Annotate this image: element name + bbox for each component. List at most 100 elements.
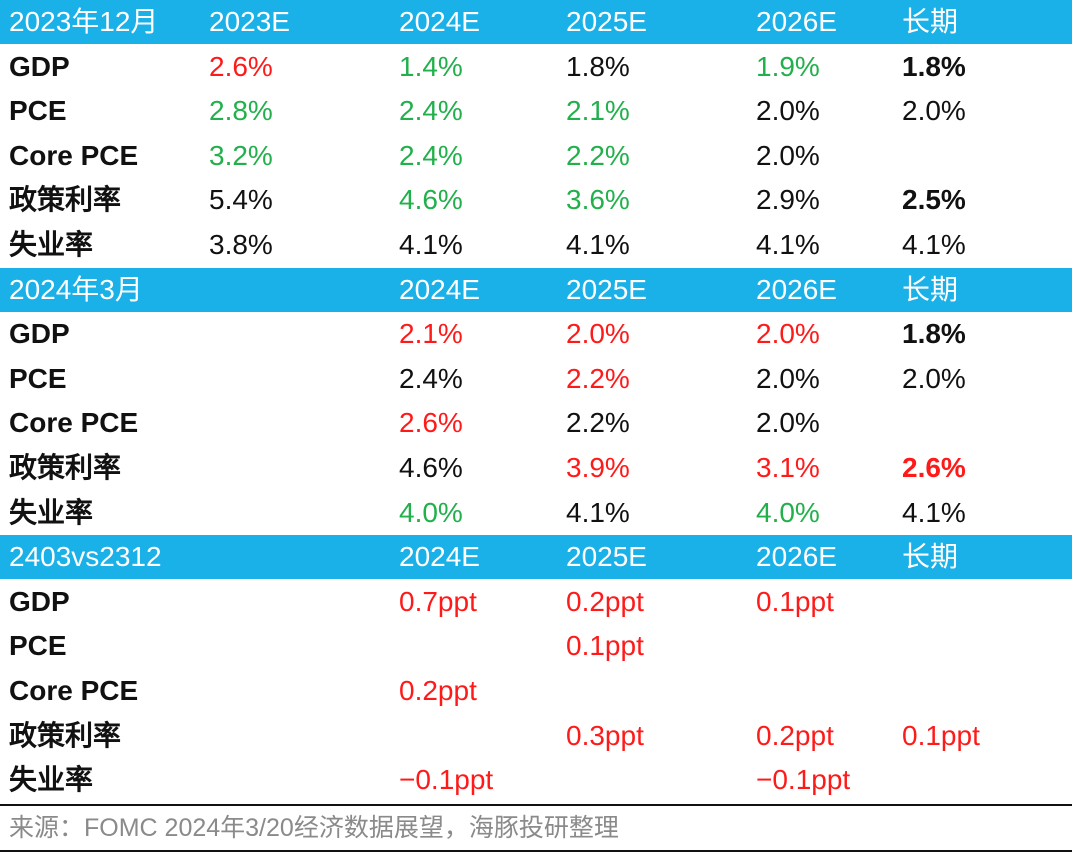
table-row: 政策利率 0.3ppt 0.2ppt 0.1ppt [0,714,1072,758]
section-header-1: 2024年3月 2024E 2025E 2026E 长期 [0,268,1072,312]
value-cell: 2.2% [566,140,630,171]
source-bottom-rule [0,850,1072,852]
value-cell: 0.7ppt [399,586,477,617]
value-cell: 2.0% [756,95,820,126]
value-cell: 2.6% [399,407,463,438]
value-cell: 2.0% [902,363,966,394]
section-title: 2403vs2312 [9,541,162,572]
value-cell: 2.2% [566,407,630,438]
value-cell: 1.4% [399,51,463,82]
value-cell: 4.1% [902,229,966,260]
table-row: GDP 0.7ppt 0.2ppt 0.1ppt [0,580,1072,624]
row-label: 政策利率 [9,452,122,483]
value-cell: 0.2ppt [756,720,834,751]
value-cell: 2.0% [756,318,820,349]
value-cell: 2.1% [566,95,630,126]
column-header: 2025E [566,6,647,37]
value-cell: 0.2ppt [399,675,477,706]
table-row: 失业率 3.8% 4.1% 4.1% 4.1% 4.1% [0,223,1072,267]
row-label: Core PCE [9,407,139,438]
column-header: 长期 [902,274,959,305]
value-cell: 3.8% [209,229,273,260]
value-cell: 0.1ppt [902,720,980,751]
column-header: 2024E [399,541,480,572]
value-cell: 3.2% [209,140,273,171]
value-cell: 4.1% [566,229,630,260]
value-cell: 2.4% [399,140,463,171]
section-header-0: 2023年12月 2023E 2024E 2025E 2026E 长期 [0,0,1072,44]
value-cell: 1.8% [902,318,966,349]
value-cell: 0.1ppt [756,586,834,617]
value-cell: 4.0% [399,497,463,528]
row-label: 政策利率 [9,720,122,751]
value-cell: 3.6% [566,184,630,215]
table-row: Core PCE 3.2% 2.4% 2.2% 2.0% [0,134,1072,178]
value-cell: 4.1% [902,497,966,528]
value-cell: −0.1ppt [756,764,851,795]
table-row: GDP 2.6% 1.4% 1.8% 1.9% 1.8% [0,45,1072,89]
source-top-rule [0,804,1072,806]
table-row: Core PCE 2.6% 2.2% 2.0% [0,401,1072,445]
table-row: 政策利率 4.6% 3.9% 3.1% 2.6% [0,446,1072,490]
column-header: 2024E [399,6,480,37]
row-label: GDP [9,51,70,82]
column-header: 2026E [756,6,837,37]
value-cell: 4.1% [399,229,463,260]
row-label: GDP [9,318,70,349]
section-title: 2024年3月 [9,274,143,305]
value-cell: 2.4% [399,95,463,126]
value-cell: 2.0% [902,95,966,126]
column-header: 2026E [756,541,837,572]
row-label: PCE [9,95,67,126]
value-cell: 2.5% [902,184,966,215]
row-label: 失业率 [9,497,94,528]
column-header: 2025E [566,541,647,572]
value-cell: 2.6% [902,452,966,483]
value-cell: 2.6% [209,51,273,82]
column-header: 2023E [209,6,290,37]
table-row: PCE 2.8% 2.4% 2.1% 2.0% 2.0% [0,89,1072,133]
row-label: Core PCE [9,140,139,171]
table-row: Core PCE 0.2ppt [0,669,1072,713]
column-header: 2024E [399,274,480,305]
value-cell: 3.9% [566,452,630,483]
value-cell: 5.4% [209,184,273,215]
value-cell: 4.1% [566,497,630,528]
value-cell: 3.1% [756,452,820,483]
section-header-2: 2403vs2312 2024E 2025E 2026E 长期 [0,535,1072,579]
value-cell: 2.0% [756,140,820,171]
value-cell: 2.0% [756,407,820,438]
table-row: 政策利率 5.4% 4.6% 3.6% 2.9% 2.5% [0,178,1072,222]
table-row: 失业率 −0.1ppt −0.1ppt [0,758,1072,802]
value-cell: 0.3ppt [566,720,644,751]
row-label: GDP [9,586,70,617]
value-cell: 2.2% [566,363,630,394]
value-cell: 1.8% [902,51,966,82]
value-cell: 1.8% [566,51,630,82]
column-header: 长期 [902,6,959,37]
row-label: 政策利率 [9,184,122,215]
column-header: 2026E [756,274,837,305]
source-note: 来源：FOMC 2024年3/20经济数据展望，海豚投研整理 [9,814,619,842]
table-row: 失业率 4.0% 4.1% 4.0% 4.1% [0,491,1072,535]
row-label: 失业率 [9,229,94,260]
value-cell: 4.0% [756,497,820,528]
value-cell: −0.1ppt [399,764,494,795]
row-label: PCE [9,630,67,661]
column-header: 2025E [566,274,647,305]
table-row: PCE 0.1ppt [0,624,1072,668]
row-label: 失业率 [9,764,94,795]
value-cell: 4.1% [756,229,820,260]
value-cell: 2.0% [566,318,630,349]
value-cell: 0.1ppt [566,630,644,661]
value-cell: 2.4% [399,363,463,394]
section-title: 2023年12月 [9,6,159,37]
value-cell: 4.6% [399,184,463,215]
value-cell: 2.9% [756,184,820,215]
value-cell: 2.1% [399,318,463,349]
value-cell: 4.6% [399,452,463,483]
value-cell: 0.2ppt [566,586,644,617]
table-row: PCE 2.4% 2.2% 2.0% 2.0% [0,357,1072,401]
row-label: Core PCE [9,675,139,706]
